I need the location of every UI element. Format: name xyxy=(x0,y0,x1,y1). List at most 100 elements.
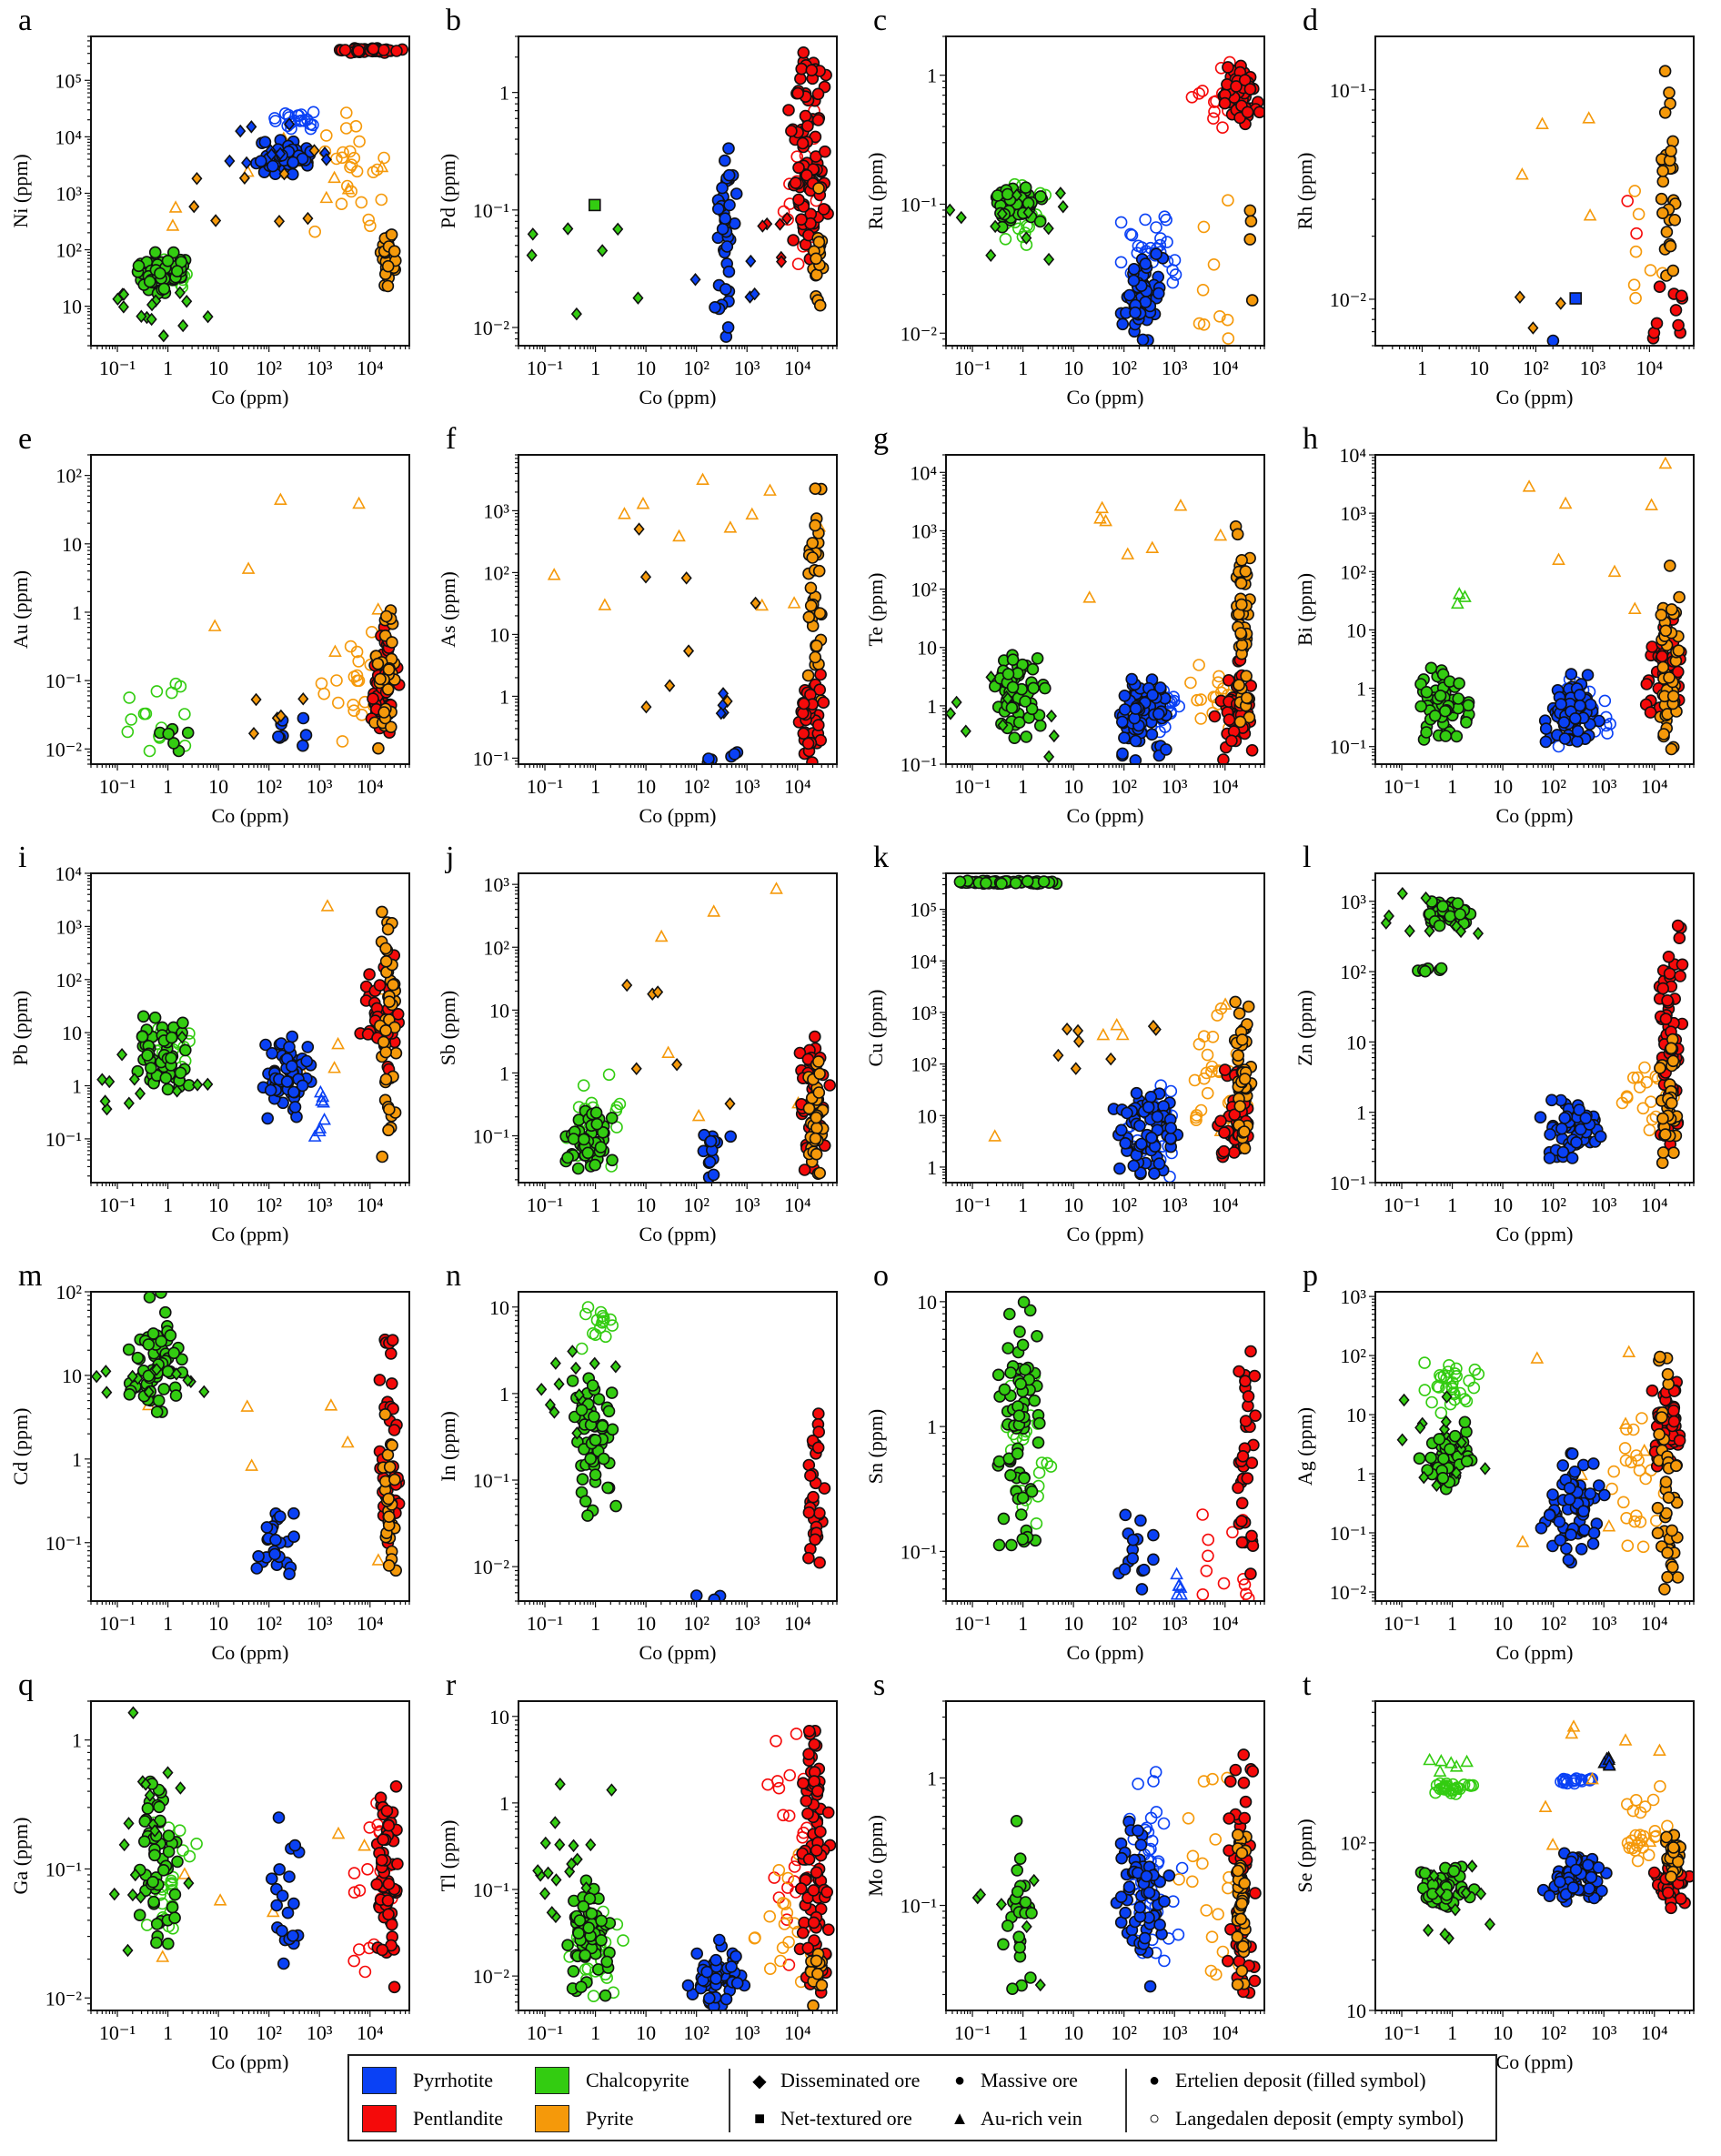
pyrite-circle-empty-point xyxy=(1635,1412,1648,1425)
chalcopyrite-circle-empty-point xyxy=(174,680,187,693)
pyrrhotite-circle-filled-point xyxy=(261,1112,275,1125)
pentlandite-circle-filled-point xyxy=(802,1506,816,1519)
scatter-plot-b: 10⁻¹ 1 10 10² 10³ 10⁴ 10⁻² 10⁻¹ 1 Co (ppm) Pd (ppm… xyxy=(437,35,838,408)
pyrite-circle-filled-point xyxy=(1667,1146,1680,1160)
chalcopyrite-circle-filled-point xyxy=(589,1468,602,1481)
pyrite-triangle-empty-point xyxy=(1096,1027,1111,1041)
pentlandite-circle-filled-point xyxy=(391,1008,405,1021)
chalcopyrite-diamond-filled-point xyxy=(1451,1466,1463,1480)
x-tick-label: 10² xyxy=(256,1612,282,1635)
chalcopyrite-diamond-filled-point xyxy=(116,1047,128,1062)
pyrrhotite-square-filled-point xyxy=(1569,292,1583,305)
chalcopyrite-diamond-filled-point xyxy=(571,1426,583,1440)
chalcopyrite-diamond-filled-point xyxy=(567,1345,579,1358)
chalcopyrite-circle-filled-point xyxy=(592,1393,606,1405)
chalcopyrite-diamond-filled-point xyxy=(544,1397,556,1412)
pyrite-triangle-empty-point xyxy=(320,899,335,912)
pyrrhotite-circle-empty-point xyxy=(1166,276,1180,289)
y-tick-label: 1 xyxy=(499,1383,509,1405)
y-tick-label: 10 xyxy=(917,1291,937,1314)
y-tick-label: 10⁻¹ xyxy=(901,753,937,776)
pentlandite-circle-empty-point xyxy=(1193,87,1206,100)
panel-i: i 10⁻¹ 1 10 10² 10³ 10⁴ 10⁻¹ 1 10 10² 10³ 10⁴ Co (ppm… xyxy=(0,837,430,1255)
chalcopyrite-diamond-filled-point xyxy=(99,1094,111,1108)
chalcopyrite-diamond-filled-point xyxy=(128,1073,140,1086)
pyrite-triangle-empty-point xyxy=(696,472,710,486)
pyrite-circle-empty-point xyxy=(1620,1511,1633,1525)
x-tick-label: 1 xyxy=(163,775,173,798)
chalcopyrite-circle-filled-point xyxy=(579,1495,592,1508)
pyrrhotite-circle-filled-point xyxy=(1134,1514,1147,1527)
y-tick-label: 10⁻² xyxy=(473,317,510,339)
pentlandite-circle-filled-point xyxy=(1232,1481,1244,1495)
x-tick-label: 10² xyxy=(683,357,710,379)
chalcopyrite-circle-filled-point xyxy=(1454,908,1466,921)
pyrite-diamond-filled-point xyxy=(680,571,692,585)
pyrite-circle-empty-point xyxy=(1626,1071,1640,1084)
chalcopyrite-circle-filled-point xyxy=(1451,897,1464,910)
y-tick-label: 10³ xyxy=(1340,502,1366,525)
y-tick-label: 10⁻¹ xyxy=(901,1540,937,1563)
pyrrhotite-circle-filled-point xyxy=(264,1083,277,1097)
pyrite-triangle-empty-point xyxy=(1099,513,1112,527)
chalcopyrite-diamond-filled-point xyxy=(202,1077,214,1092)
y-tick-label: 10⁴ xyxy=(910,950,937,972)
y-tick-label: 1 xyxy=(72,1075,82,1098)
chalcopyrite-diamond-filled-point xyxy=(1455,924,1467,939)
pentlandite-circle-filled-point xyxy=(808,1030,821,1043)
y-tick-label: 1 xyxy=(1356,678,1366,700)
pentlandite-circle-filled-point xyxy=(814,668,827,681)
pyrite-triangle-empty-point xyxy=(1583,208,1597,221)
pyrite-circle-empty-point xyxy=(345,185,358,198)
x-axis-label: Co (ppm) xyxy=(639,386,717,408)
x-tick-label: 10 xyxy=(1063,1612,1083,1635)
pyrrhotite-circle-filled-point xyxy=(274,1510,287,1523)
pyrite-circle-empty-point xyxy=(1189,1111,1203,1124)
chalcopyrite-circle-empty-point xyxy=(143,744,156,758)
x-tick-label: 1 xyxy=(1447,775,1457,798)
pentlandite-circle-filled-point xyxy=(1235,1496,1249,1510)
pyrite-circle-empty-point xyxy=(1646,1113,1659,1126)
x-axis-label: Co (ppm) xyxy=(212,1223,289,1245)
chalcopyrite-circle-filled-point xyxy=(159,1072,173,1084)
pyrite-circle-filled-point xyxy=(1668,214,1682,227)
x-axis-label: Co (ppm) xyxy=(212,1641,289,1664)
pyrrhotite-circle-filled-point xyxy=(1539,735,1553,749)
pyrrhotite-circle-filled-point xyxy=(1554,1534,1567,1546)
chalcopyrite-circle-filled-point xyxy=(1420,685,1434,699)
y-tick-label: 1 xyxy=(927,1416,937,1438)
pyrrhotite-circle-filled-point xyxy=(1137,1563,1151,1577)
x-tick-label: 10⁴ xyxy=(1636,357,1664,379)
pyrite-circle-filled-point xyxy=(1238,1125,1251,1138)
chalcopyrite-circle-filled-point xyxy=(998,1383,1011,1396)
chalcopyrite-circle-filled-point xyxy=(1453,677,1465,690)
chalcopyrite-circle-filled-point xyxy=(588,1410,600,1423)
chalcopyrite-diamond-filled-point xyxy=(123,1096,135,1110)
pyrite-circle-empty-point xyxy=(1620,1090,1634,1103)
pyrite-diamond-filled-point xyxy=(621,978,633,992)
pentlandite-circle-filled-point xyxy=(797,727,810,740)
pyrite-triangle-empty-point xyxy=(1622,1345,1636,1358)
panel-label: n xyxy=(446,1259,461,1293)
chalcopyrite-circle-filled-point xyxy=(1434,962,1448,975)
chalcopyrite-circle-filled-point xyxy=(991,1368,1005,1382)
pyrite-circle-empty-point xyxy=(1211,1009,1224,1022)
pyrrhotite-diamond-filled-point xyxy=(715,706,727,720)
x-tick-label: 10⁻¹ xyxy=(527,357,563,379)
chalcopyrite-circle-filled-point xyxy=(1437,1452,1450,1466)
x-tick-label: 10 xyxy=(208,357,228,379)
pyrrhotite-circle-empty-point xyxy=(1135,241,1149,254)
chalcopyrite-circle-filled-point xyxy=(992,1538,1006,1552)
chalcopyrite-circle-filled-point xyxy=(1026,662,1040,676)
chalcopyrite-diamond-filled-point xyxy=(176,1030,188,1044)
chalcopyrite-circle-filled-point xyxy=(1001,187,1014,201)
pyrrhotite-circle-filled-point xyxy=(1571,735,1584,748)
pentlandite-diamond-filled-point xyxy=(757,219,769,233)
chalcopyrite-circle-filled-point xyxy=(152,1394,166,1407)
pyrrhotite-circle-filled-point xyxy=(1570,1135,1583,1149)
chalcopyrite-diamond-filled-point xyxy=(182,1373,194,1387)
pyrite-circle-filled-point xyxy=(1671,1571,1685,1584)
pentlandite-circle-filled-point xyxy=(1225,734,1238,748)
pyrrhotite-circle-filled-point xyxy=(689,1589,703,1601)
y-tick-label: 10⁻¹ xyxy=(45,1532,82,1555)
